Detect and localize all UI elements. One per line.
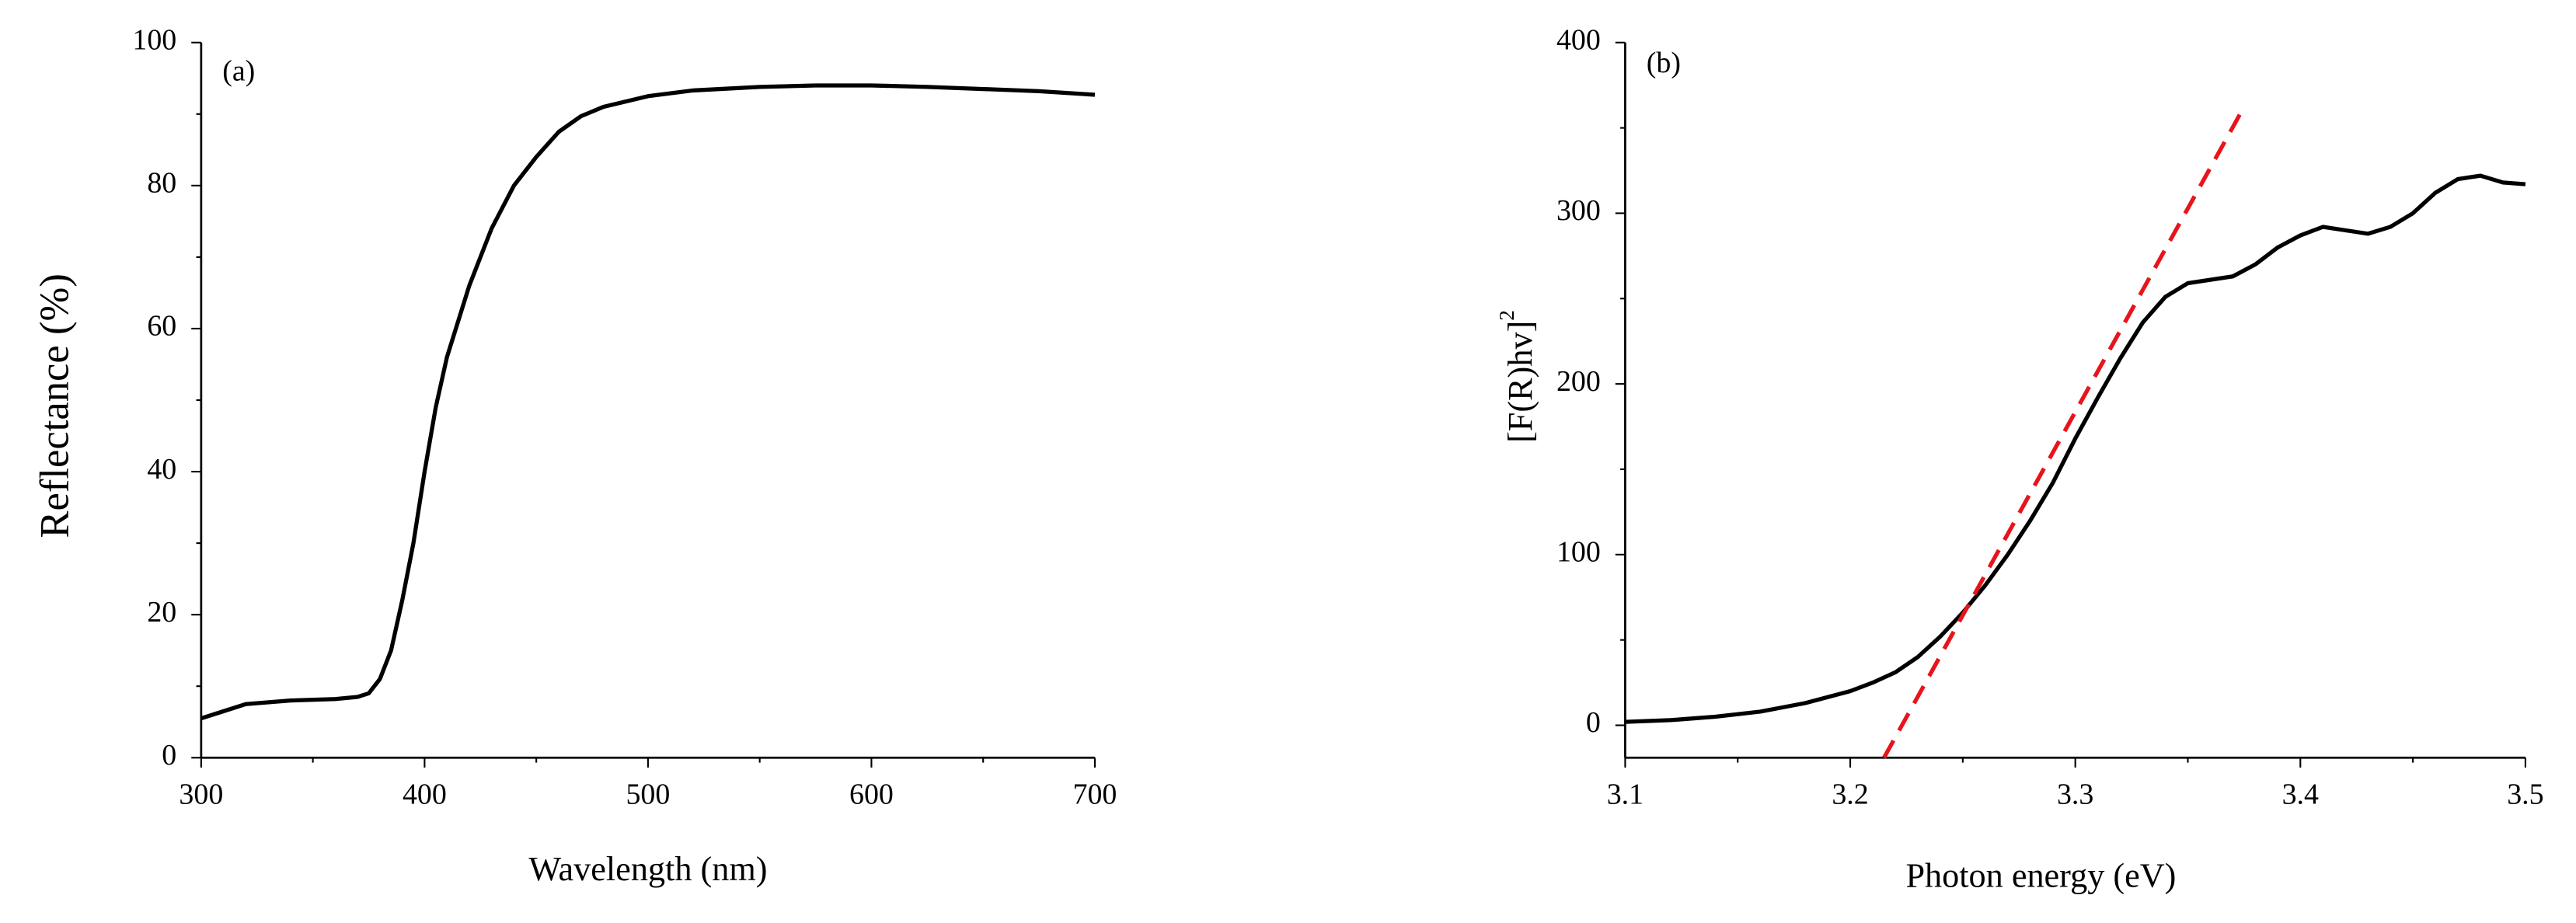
data-line <box>1625 173 2526 724</box>
y-tick-label: 200 <box>1556 365 1601 398</box>
y-tick-label: 300 <box>1556 194 1601 227</box>
y-axis-label-sup: 2 <box>1495 310 1518 321</box>
y-tick-label: 100 <box>132 23 176 56</box>
y-tick-label: 60 <box>147 310 176 343</box>
x-axis-label: Photon energy (eV) <box>1905 856 2176 894</box>
fit-line <box>1882 110 2244 759</box>
x-tick-label: 3.4 <box>2282 778 2319 811</box>
x-tick-label: 300 <box>179 778 223 811</box>
y-tick-label: 40 <box>147 453 176 486</box>
data-line <box>200 83 1096 721</box>
y-tick-label: 100 <box>1556 536 1601 569</box>
x-tick-label: 600 <box>849 778 894 811</box>
x-axis-label: Wavelength (nm) <box>528 850 767 888</box>
x-tick-label: 700 <box>1073 778 1117 811</box>
x-tick-label: 400 <box>403 778 447 811</box>
y-axis-label-text: [F(R)hv] <box>1501 321 1539 443</box>
x-tick-label: 3.2 <box>1832 778 1868 811</box>
panel-title: (b) <box>1647 47 1681 79</box>
y-tick-label: 0 <box>162 739 176 771</box>
panel-title: (a) <box>222 54 255 87</box>
y-axis-label: [F(R)hv]2 <box>1495 310 1539 443</box>
y-tick-label: 80 <box>147 167 176 200</box>
x-tick-label: 3.1 <box>1607 778 1644 811</box>
y-tick-label: 0 <box>1586 706 1601 739</box>
y-tick-label: 400 <box>1556 23 1601 56</box>
y-tick-label: 20 <box>147 596 176 629</box>
y-axis-label: Reflectance (%) <box>33 273 78 538</box>
x-tick-label: 3.3 <box>2057 778 2093 811</box>
x-tick-label: 500 <box>626 778 670 811</box>
x-tick-label: 3.5 <box>2507 778 2543 811</box>
